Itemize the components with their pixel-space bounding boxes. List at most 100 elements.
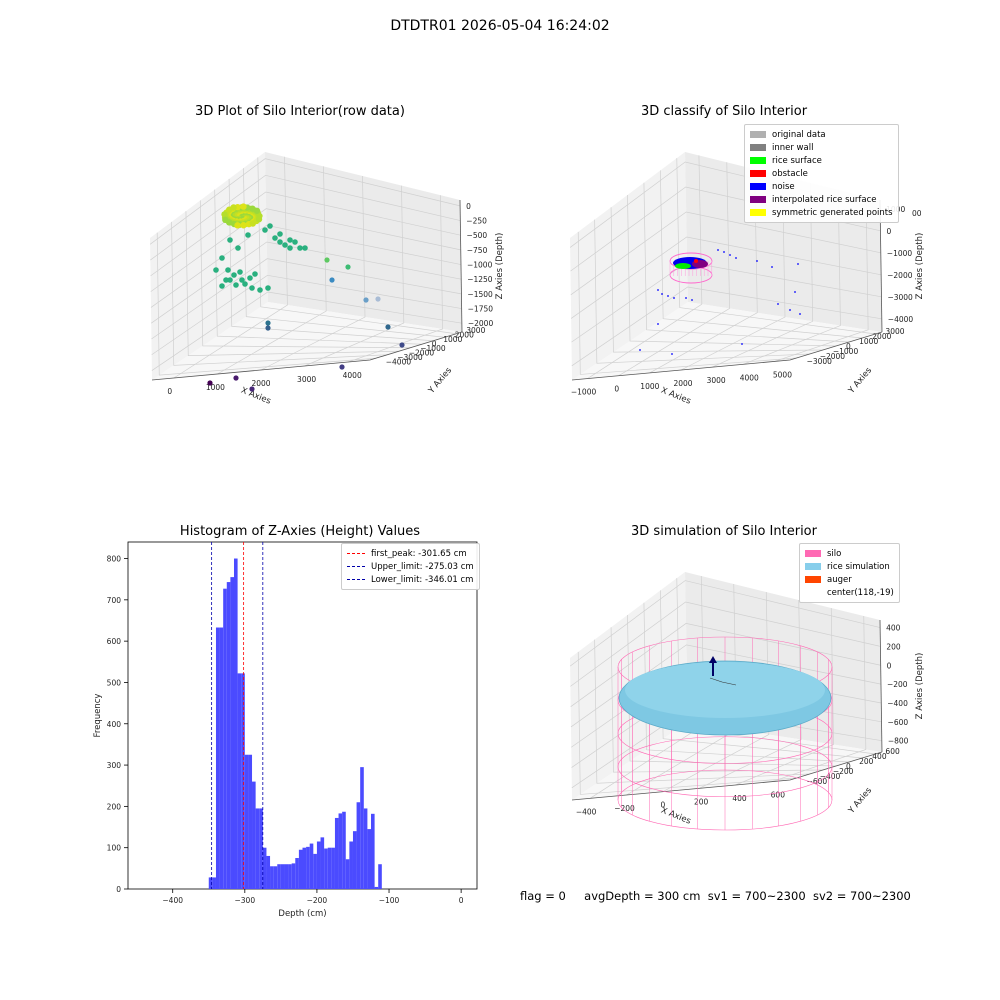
data-point <box>277 231 283 237</box>
gridline <box>627 194 837 347</box>
panel-raw-title: 3D Plot of Silo Interior(row data) <box>195 104 405 119</box>
z-tick-label: −3000 <box>887 293 913 302</box>
data-point <box>282 242 288 248</box>
x-tick-label: −400 <box>576 807 597 816</box>
histogram-bar <box>363 808 368 889</box>
histogram-bar <box>273 866 278 889</box>
z-tick-label: −750 <box>467 246 488 255</box>
data-point <box>262 227 268 233</box>
y-tick-label: −4000 <box>386 357 412 366</box>
noise-point <box>671 353 673 355</box>
gridline <box>618 162 730 377</box>
data-point <box>257 287 263 293</box>
data-point <box>207 380 213 386</box>
gridline <box>171 221 388 366</box>
floor-pane <box>572 302 882 380</box>
z-tick-label: −1000 <box>467 261 493 270</box>
y-tick-label: −1000 <box>833 347 859 356</box>
y-axis-label: Y Axies <box>426 365 454 396</box>
x-tick-label: 4000 <box>740 373 759 382</box>
y-axis-label: Y Axies <box>846 365 874 396</box>
legend-item: noise <box>750 180 893 193</box>
noise-point <box>657 289 659 291</box>
data-point <box>213 267 219 273</box>
y-tick-label: 1000 <box>859 337 878 346</box>
x-tick-label: 4000 <box>343 371 362 380</box>
legend-swatch-silo <box>805 550 821 557</box>
legend-item: Lower_limit: -346.01 cm <box>347 573 474 586</box>
z-tick-label: −4000 <box>888 315 914 324</box>
histogram-bar <box>309 843 314 889</box>
y-tick-label: −200 <box>833 767 854 776</box>
gridline <box>676 158 876 335</box>
data-point <box>231 272 237 278</box>
x-tick-label: 1000 <box>640 382 659 391</box>
legend-line-upper <box>347 566 365 567</box>
x-tick-label: 3000 <box>707 376 726 385</box>
legend-swatch-original <box>750 131 766 138</box>
data-point <box>240 203 247 210</box>
legend-item: rice simulation <box>805 560 894 573</box>
data-point <box>240 222 247 229</box>
x-axis-label: X Axies <box>239 386 272 407</box>
data-point <box>247 275 253 281</box>
y-tick-label: 0 <box>432 339 437 348</box>
histogram-bar <box>208 877 213 889</box>
histogram-bar <box>241 673 245 889</box>
z-tick-label: −2000 <box>887 271 913 280</box>
y-tick-label: 500 <box>107 678 122 687</box>
histogram-bar <box>277 864 281 889</box>
z-tick-label: 400 <box>886 624 901 633</box>
y-tick-label: 0 <box>116 885 121 894</box>
data-point <box>219 283 225 289</box>
histogram-bar <box>270 866 274 889</box>
y-tick-label: 0 <box>846 342 851 351</box>
histogram-bar <box>367 829 372 889</box>
gridline <box>771 615 867 782</box>
plot-area <box>127 541 478 890</box>
legend-swatch-noise <box>750 183 766 190</box>
z-tick-label: −250 <box>466 217 487 226</box>
y-tick-label: 400 <box>107 720 122 729</box>
gridline <box>577 651 797 795</box>
data-point <box>221 211 228 218</box>
axis-line <box>879 619 883 753</box>
data-point <box>277 239 283 245</box>
noise-point <box>661 293 663 295</box>
legend-swatch-inner-wall <box>750 144 766 151</box>
data-point <box>223 277 229 283</box>
rice-simulation-surface <box>625 662 825 718</box>
y-tick-label: −2000 <box>409 348 435 357</box>
x-tick-label: 0 <box>167 387 172 396</box>
x-tick-label: 2000 <box>251 379 270 388</box>
histogram-bar <box>356 802 361 889</box>
data-point <box>375 296 381 302</box>
noise-point <box>799 313 801 315</box>
data-point <box>363 297 369 303</box>
z-tick-label: 200 <box>886 642 901 651</box>
legend-swatch-rice-sim <box>805 563 821 570</box>
gridline <box>150 241 462 324</box>
data-point <box>234 222 241 229</box>
data-point <box>297 245 303 251</box>
z-tick-label: 0 <box>887 661 892 670</box>
y-tick-label: 2000 <box>455 330 474 339</box>
histogram-bar <box>291 863 296 889</box>
legend-item: center(118,-19) <box>805 586 894 599</box>
data-point <box>233 282 239 288</box>
panel-simulation-title: 3D simulation of Silo Interior <box>631 524 817 539</box>
figure-suptitle: DTDTR01 2026-05-04 16:24:02 <box>390 18 610 34</box>
histogram-bar <box>259 808 263 889</box>
gridline <box>217 166 327 375</box>
data-point <box>249 220 257 227</box>
data-point <box>287 237 293 243</box>
rice-surface-patch <box>675 263 691 269</box>
histogram-bar <box>219 627 224 889</box>
auger-arrow <box>709 656 717 663</box>
noise-point <box>667 295 669 297</box>
histogram-bar <box>345 859 350 889</box>
noise-point <box>777 303 779 305</box>
histogram-bar <box>215 627 220 889</box>
gridline <box>151 291 462 371</box>
z-tick-label: −2000 <box>468 319 494 328</box>
